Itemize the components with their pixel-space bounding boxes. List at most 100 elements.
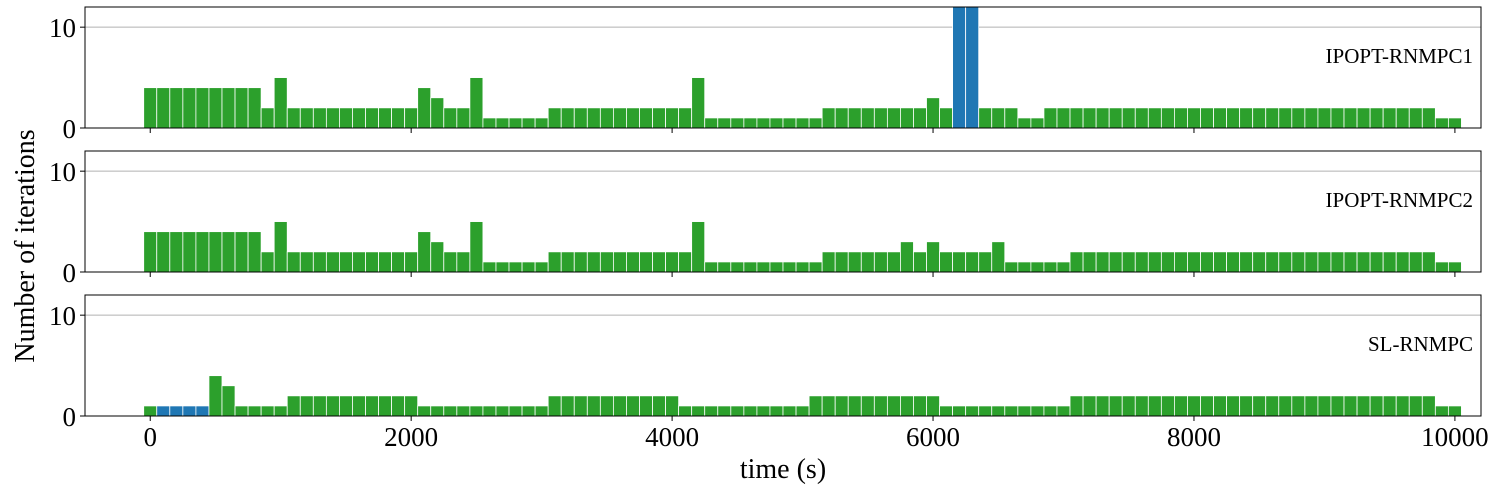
bar — [195, 405, 210, 417]
bar — [1200, 395, 1214, 417]
bar — [691, 221, 706, 273]
bar — [834, 395, 849, 417]
bar — [1174, 395, 1188, 417]
bar — [169, 231, 184, 273]
bar — [169, 405, 184, 417]
bar — [1421, 107, 1436, 129]
bar — [273, 221, 288, 273]
bar — [808, 117, 823, 129]
bar — [873, 251, 888, 273]
bar — [1304, 395, 1319, 417]
bar — [599, 251, 614, 273]
bar — [978, 107, 993, 129]
bar — [534, 261, 549, 273]
bar — [965, 251, 980, 273]
bar — [873, 395, 888, 417]
bar — [795, 405, 810, 417]
bar — [312, 107, 327, 129]
y-tick-label: 10 — [49, 13, 76, 43]
bar — [886, 251, 901, 273]
bar — [704, 261, 719, 273]
panel-frame — [84, 6, 1482, 129]
bar — [1095, 107, 1110, 129]
bar — [900, 241, 914, 273]
x-tick-label: 4000 — [645, 422, 699, 452]
bar — [599, 107, 614, 129]
bar — [482, 117, 497, 129]
x-tick-label: 8000 — [1167, 422, 1221, 452]
bar — [1421, 395, 1436, 417]
bar — [782, 117, 797, 129]
bar — [769, 405, 784, 417]
bar — [534, 405, 549, 417]
bar — [521, 261, 536, 273]
bar — [339, 251, 353, 273]
bar — [1030, 261, 1045, 273]
bar — [1043, 261, 1058, 273]
bar — [195, 231, 210, 273]
bar — [1121, 251, 1136, 273]
bar — [430, 405, 445, 417]
y-tick-label: 0 — [63, 402, 77, 432]
bar — [978, 251, 993, 273]
bar — [1121, 395, 1136, 417]
bar — [730, 405, 745, 417]
bar — [1134, 251, 1149, 273]
bar — [1265, 251, 1280, 273]
bar — [756, 261, 771, 273]
bar — [1017, 117, 1032, 129]
bar — [1004, 107, 1019, 129]
bar — [730, 117, 745, 129]
bar — [821, 395, 836, 417]
bar — [1082, 107, 1097, 129]
bar — [678, 107, 693, 129]
y-tick-label: 0 — [63, 114, 77, 144]
bar — [1330, 251, 1345, 273]
bar — [1213, 107, 1227, 129]
bar — [834, 251, 849, 273]
bar — [795, 117, 810, 129]
bar — [495, 261, 510, 273]
bar — [860, 251, 875, 273]
bar — [1226, 251, 1241, 273]
bar — [417, 405, 432, 417]
bar — [1356, 395, 1371, 417]
bar — [299, 395, 314, 417]
bar — [1043, 405, 1058, 417]
bar — [325, 251, 340, 273]
bar — [143, 87, 158, 129]
bar — [456, 107, 471, 129]
bar — [965, 6, 980, 129]
bar — [469, 77, 484, 129]
bar — [1004, 261, 1019, 273]
bar — [286, 395, 301, 417]
bar — [443, 251, 458, 273]
bar — [965, 405, 980, 417]
bar — [521, 405, 536, 417]
y-tick-label: 10 — [49, 157, 76, 187]
x-tick-label: 0 — [143, 422, 157, 452]
bar — [1174, 107, 1188, 129]
bar — [1395, 251, 1410, 273]
bar — [299, 107, 314, 129]
bar — [586, 107, 601, 129]
bar — [1004, 405, 1019, 417]
bar — [1408, 395, 1423, 417]
bar — [991, 107, 1006, 129]
bar — [873, 107, 888, 129]
bar — [808, 261, 823, 273]
bar — [691, 405, 706, 417]
bar — [939, 251, 954, 273]
bar — [691, 77, 706, 129]
bar — [495, 117, 510, 129]
bar — [913, 395, 927, 417]
bar — [404, 107, 419, 129]
bar — [1187, 251, 1201, 273]
bar — [586, 251, 601, 273]
bar — [652, 107, 666, 129]
bar — [365, 251, 379, 273]
bar — [1160, 395, 1175, 417]
bar — [430, 241, 445, 273]
bar — [352, 107, 366, 129]
bar — [782, 261, 797, 273]
